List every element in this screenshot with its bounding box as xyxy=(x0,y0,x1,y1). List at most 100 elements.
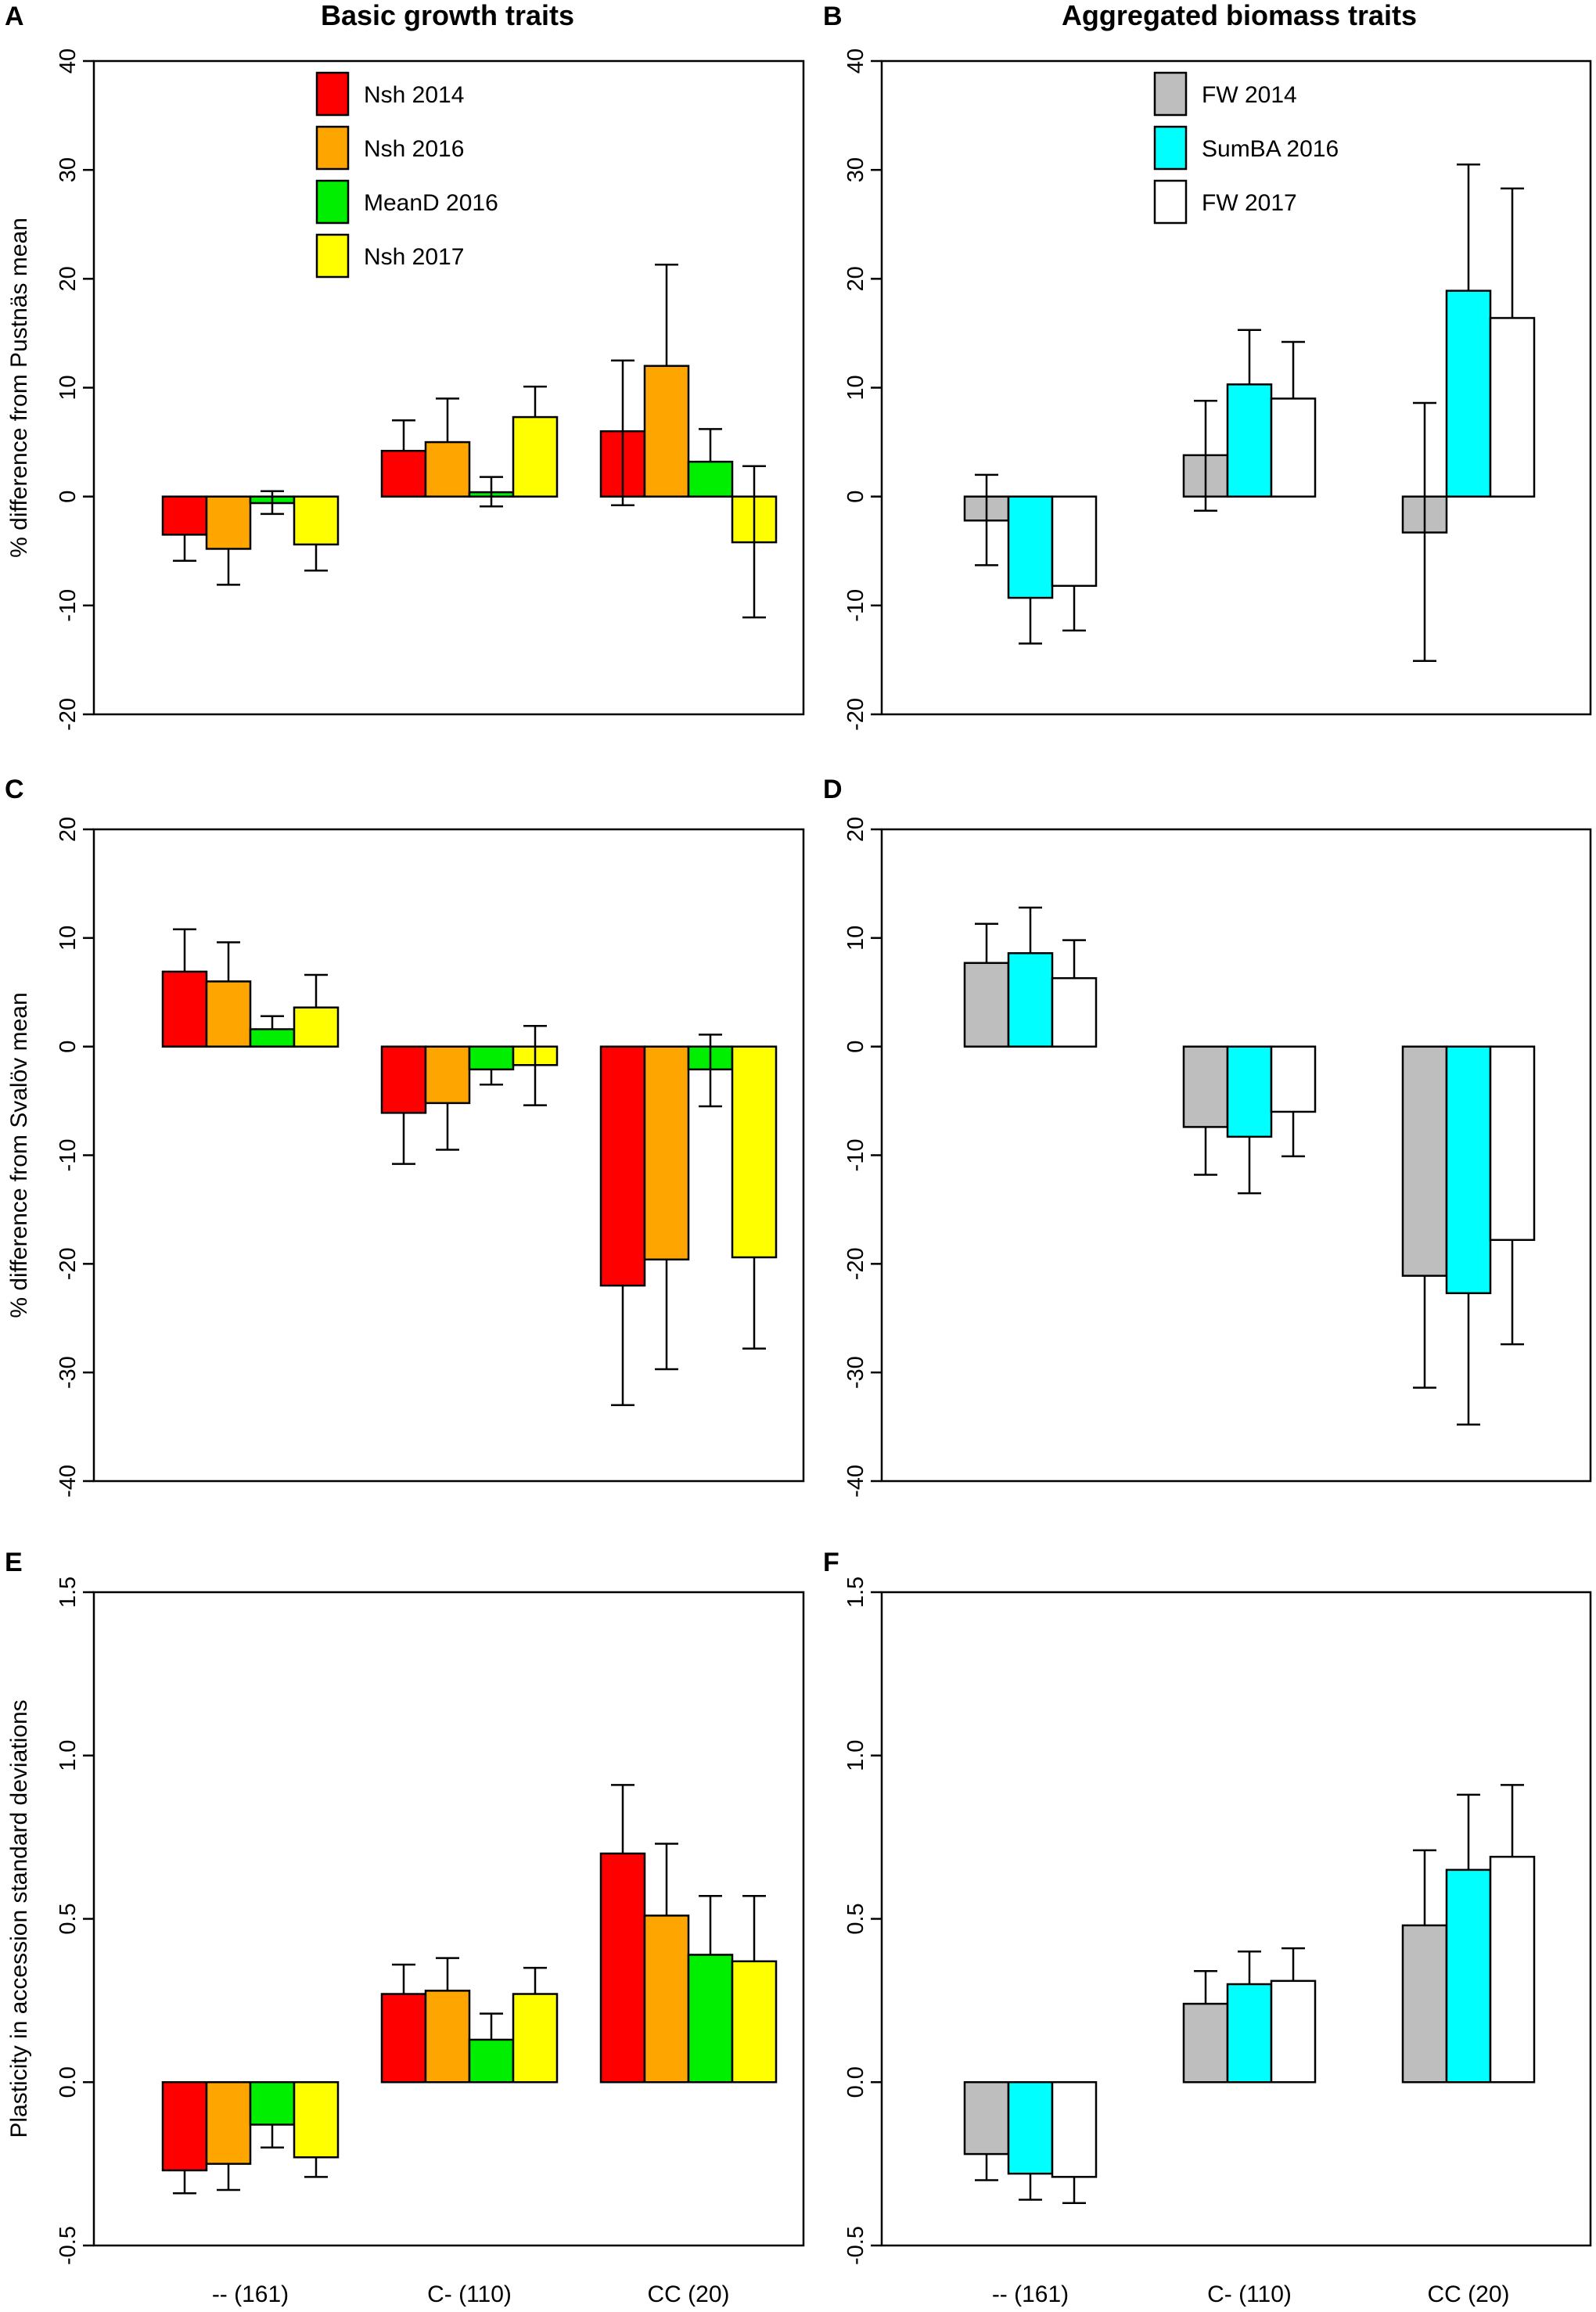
legend-swatch xyxy=(315,125,350,171)
y-tick-label: -20 xyxy=(843,698,868,731)
legend-label: FW 2017 xyxy=(1202,190,1297,216)
bar-nsh-2016 xyxy=(205,2081,252,2165)
y-tick-label: 1.5 xyxy=(843,1577,868,1608)
bar-sumba-2016 xyxy=(1445,1045,1492,1295)
legend-swatch xyxy=(315,179,350,225)
bar-nsh-2014 xyxy=(380,1993,427,2084)
panel-letter-b: B xyxy=(823,2,843,31)
bar-fw-2014 xyxy=(1182,2002,1229,2084)
column-title-right: Aggregated biomass traits xyxy=(1062,0,1417,31)
y-tick-label: -0.5 xyxy=(843,2226,868,2265)
panel-letter-c: C xyxy=(5,775,24,804)
bar-nsh-2016 xyxy=(424,440,471,498)
bar-nsh-2014 xyxy=(161,495,208,536)
y-tick-label: -20 xyxy=(56,1247,81,1280)
bar-fw-2017 xyxy=(1051,976,1098,1048)
bar-fw-2017 xyxy=(1051,495,1098,588)
bar-nsh-2014 xyxy=(380,1045,427,1114)
panel-letter-f: F xyxy=(823,1548,839,1577)
bar-nsh-2014 xyxy=(380,449,427,498)
bar-fw-2014 xyxy=(1401,1045,1448,1277)
bar-nsh-2016 xyxy=(643,1915,690,2084)
panel-letter-a: A xyxy=(5,2,24,31)
x-category-label: C- (110) xyxy=(1207,2281,1292,2307)
y-tick-label: -20 xyxy=(56,698,81,731)
y-tick-label: 0.0 xyxy=(843,2066,868,2098)
y-axis-label: Plasticity in accession standard deviati… xyxy=(6,1699,32,2138)
y-tick-label: -0.5 xyxy=(56,2226,81,2265)
legend-swatch xyxy=(1153,71,1188,117)
bar-nsh-2016 xyxy=(205,495,252,550)
x-category-label: CC (20) xyxy=(647,2281,729,2307)
y-tick-label: 30 xyxy=(843,157,868,182)
x-category-label: CC (20) xyxy=(1427,2281,1509,2307)
bar-fw-2014 xyxy=(963,962,1010,1048)
bar-fw-2014 xyxy=(963,2081,1010,2156)
bar-nsh-2014 xyxy=(599,1852,646,2084)
x-category-label: C- (110) xyxy=(427,2281,512,2307)
legend-label: Nsh 2014 xyxy=(364,82,464,108)
y-tick-label: -10 xyxy=(843,589,868,622)
bar-nsh-2017 xyxy=(293,2081,340,2159)
y-tick-label: 1.0 xyxy=(843,1740,868,1771)
bar-nsh-2017 xyxy=(293,1006,340,1048)
y-tick-label: 0 xyxy=(843,1041,868,1053)
y-tick-label: 20 xyxy=(56,266,81,291)
bar-nsh-2017 xyxy=(512,1993,559,2084)
panel-a: -20 -10 0 10 20 30 40 % difference from Pustnäs… xyxy=(6,49,805,731)
bar-meand-2016 xyxy=(687,1954,734,2084)
bar-fw-2017 xyxy=(1489,1045,1536,1242)
y-tick-label: 1.5 xyxy=(56,1577,81,1608)
legend-label: FW 2014 xyxy=(1202,82,1297,108)
bar-nsh-2016 xyxy=(424,1045,471,1105)
bar-fw-2017 xyxy=(1270,397,1317,498)
panel-c: -40 -30 -20 -10 0 10 20 % difference from Svalö… xyxy=(6,817,805,1498)
y-tick-label: -10 xyxy=(56,1139,81,1172)
y-tick-label: 20 xyxy=(843,266,868,291)
bar-fw-2014 xyxy=(1401,1924,1448,2084)
y-tick-label: 0 xyxy=(843,491,868,503)
bar-fw-2014 xyxy=(1182,1045,1229,1128)
bar-sumba-2016 xyxy=(1007,495,1054,599)
bar-nsh-2017 xyxy=(512,415,559,498)
plots-layer: -20 -10 0 10 20 30 40 % difference from Pustnäs… xyxy=(6,49,1592,2307)
bar-nsh-2014 xyxy=(599,1045,646,1287)
y-axis-label: % difference from Pustnäs mean xyxy=(6,218,32,558)
y-tick-label: 30 xyxy=(56,157,81,182)
legend-label: Nsh 2017 xyxy=(364,244,464,270)
y-tick-label: 1.0 xyxy=(56,1740,81,1771)
bar-meand-2016 xyxy=(687,460,734,498)
panel-d: -40 -30 -20 -10 0 10 20 xyxy=(843,817,1592,1498)
bar-meand-2016 xyxy=(249,2081,296,2126)
y-tick-label: 0.5 xyxy=(56,1903,81,1934)
bar-fw-2017 xyxy=(1489,1855,1536,2084)
bar-nsh-2016 xyxy=(643,1045,690,1261)
bar-meand-2016 xyxy=(468,2038,515,2084)
bar-sumba-2016 xyxy=(1226,383,1273,498)
y-tick-label: 20 xyxy=(843,817,868,842)
bar-nsh-2017 xyxy=(731,1960,778,2084)
column-title-left: Basic growth traits xyxy=(321,0,574,31)
y-tick-label: 40 xyxy=(843,49,868,74)
bar-fw-2017 xyxy=(1270,1979,1317,2084)
y-tick-label: -30 xyxy=(843,1356,868,1389)
y-tick-label: 0 xyxy=(56,1041,81,1053)
bar-nsh-2016 xyxy=(424,1990,471,2084)
y-tick-label: -10 xyxy=(843,1139,868,1172)
y-tick-label: -40 xyxy=(56,1465,81,1498)
bar-sumba-2016 xyxy=(1226,1045,1273,1138)
bar-sumba-2016 xyxy=(1226,1983,1273,2084)
x-category-label: -- (161) xyxy=(212,2281,289,2307)
panel-letter-e: E xyxy=(5,1548,23,1577)
bar-fw-2017 xyxy=(1051,2081,1098,2178)
y-tick-label: 40 xyxy=(56,49,81,74)
legend-swatch xyxy=(315,71,350,117)
bar-meand-2016 xyxy=(249,1028,296,1048)
y-tick-label: 10 xyxy=(843,926,868,951)
y-tick-label: -20 xyxy=(843,1247,868,1280)
panel-b: -20 -10 0 10 20 30 40 FW 2014 SumBA 2016 FW 2017 xyxy=(843,49,1592,731)
panel-f: -0.5 0.0 0.5 1.0 1.5 -- (161) C- (110) CC (20) xyxy=(843,1577,1592,2307)
y-tick-label: 20 xyxy=(56,817,81,842)
bar-nsh-2014 xyxy=(161,970,208,1048)
